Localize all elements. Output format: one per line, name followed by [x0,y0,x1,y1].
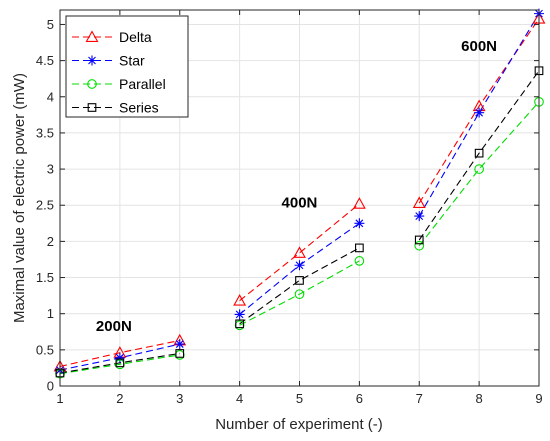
y-tick-label: 3 [47,162,54,177]
x-tick-label: 1 [56,391,63,406]
series-point [115,358,125,368]
x-tick-label: 3 [176,391,183,406]
delta-point [293,246,306,258]
y-tick-label: 4.5 [36,53,54,68]
y-tick-label: 0.5 [36,342,54,357]
load-annotation: 200N [96,318,132,335]
parallel-series-line [239,260,360,326]
x-tick-label: 2 [116,391,123,406]
x-tick-label: 9 [535,391,542,406]
y-tick-label: 1 [47,306,54,321]
x-tick-label: 4 [236,391,243,406]
legend-box [65,15,189,118]
star-point [414,211,425,222]
series-point [295,276,304,285]
x-tick-label: 7 [416,391,423,406]
chart-annotations: 200N 400N 600N [96,38,497,335]
series-point [175,349,185,358]
delta-point [412,196,426,209]
load-annotation: 600N [461,38,497,55]
star-point [354,218,365,229]
series-point [235,319,244,329]
legend-delta-label: Delta [119,29,152,45]
star-point [234,309,245,320]
series-lines [59,13,540,375]
y-tick-label: 0 [47,379,54,394]
legend-series-marker [87,103,97,112]
y-tick-label: 5 [47,17,54,32]
star-series-line [418,13,540,217]
legend-series-label: Series [119,100,159,116]
delta-point [352,197,366,209]
x-tick-label: 5 [296,391,303,406]
y-tick-label: 4 [47,89,54,104]
delta-series-line [239,203,360,302]
parallel-point [354,256,365,266]
y-tick-label: 2.5 [36,198,54,213]
star-point [474,107,485,118]
series-point [474,148,484,158]
legend: Delta Star Parallel Series [65,15,189,118]
parallel-point [294,289,305,300]
series-series-line [239,247,360,325]
series-point [355,243,364,253]
delta-series-line [418,18,540,204]
series-point [414,235,424,245]
legend-parallel-label: Parallel [119,76,166,92]
star-point [114,352,125,363]
delta-series-line [59,339,180,368]
series-series-line [59,352,180,374]
x-tick-label: 8 [476,391,483,406]
y-axis-label: Maximal value of electric power (mW) [11,73,28,323]
parallel-point [414,240,425,251]
legend-star-label: Star [119,53,145,69]
delta-point [233,294,247,306]
y-tick-label: 1.5 [36,270,54,285]
y-tick-label: 3.5 [36,125,54,140]
star-point [174,339,185,350]
axis-ticks: 1 2 3 4 5 6 7 8 9 0 0.5 1 1.5 2 2.5 3 3.5 4 4.5 5 [36,10,543,406]
star-point [294,260,305,271]
parallel-series-line [59,354,180,375]
load-annotation: 400N [282,194,318,211]
series-series-line [418,70,540,241]
legend-star-marker [87,55,97,66]
parallel-point [474,164,484,174]
x-tick-label: 6 [356,391,363,406]
legend-parallel-marker [87,79,97,89]
x-axis-label: Number of experiment (-) [215,416,383,433]
parallel-series-line [418,101,540,247]
y-tick-label: 2 [47,234,54,249]
legend-delta-marker [85,30,99,42]
